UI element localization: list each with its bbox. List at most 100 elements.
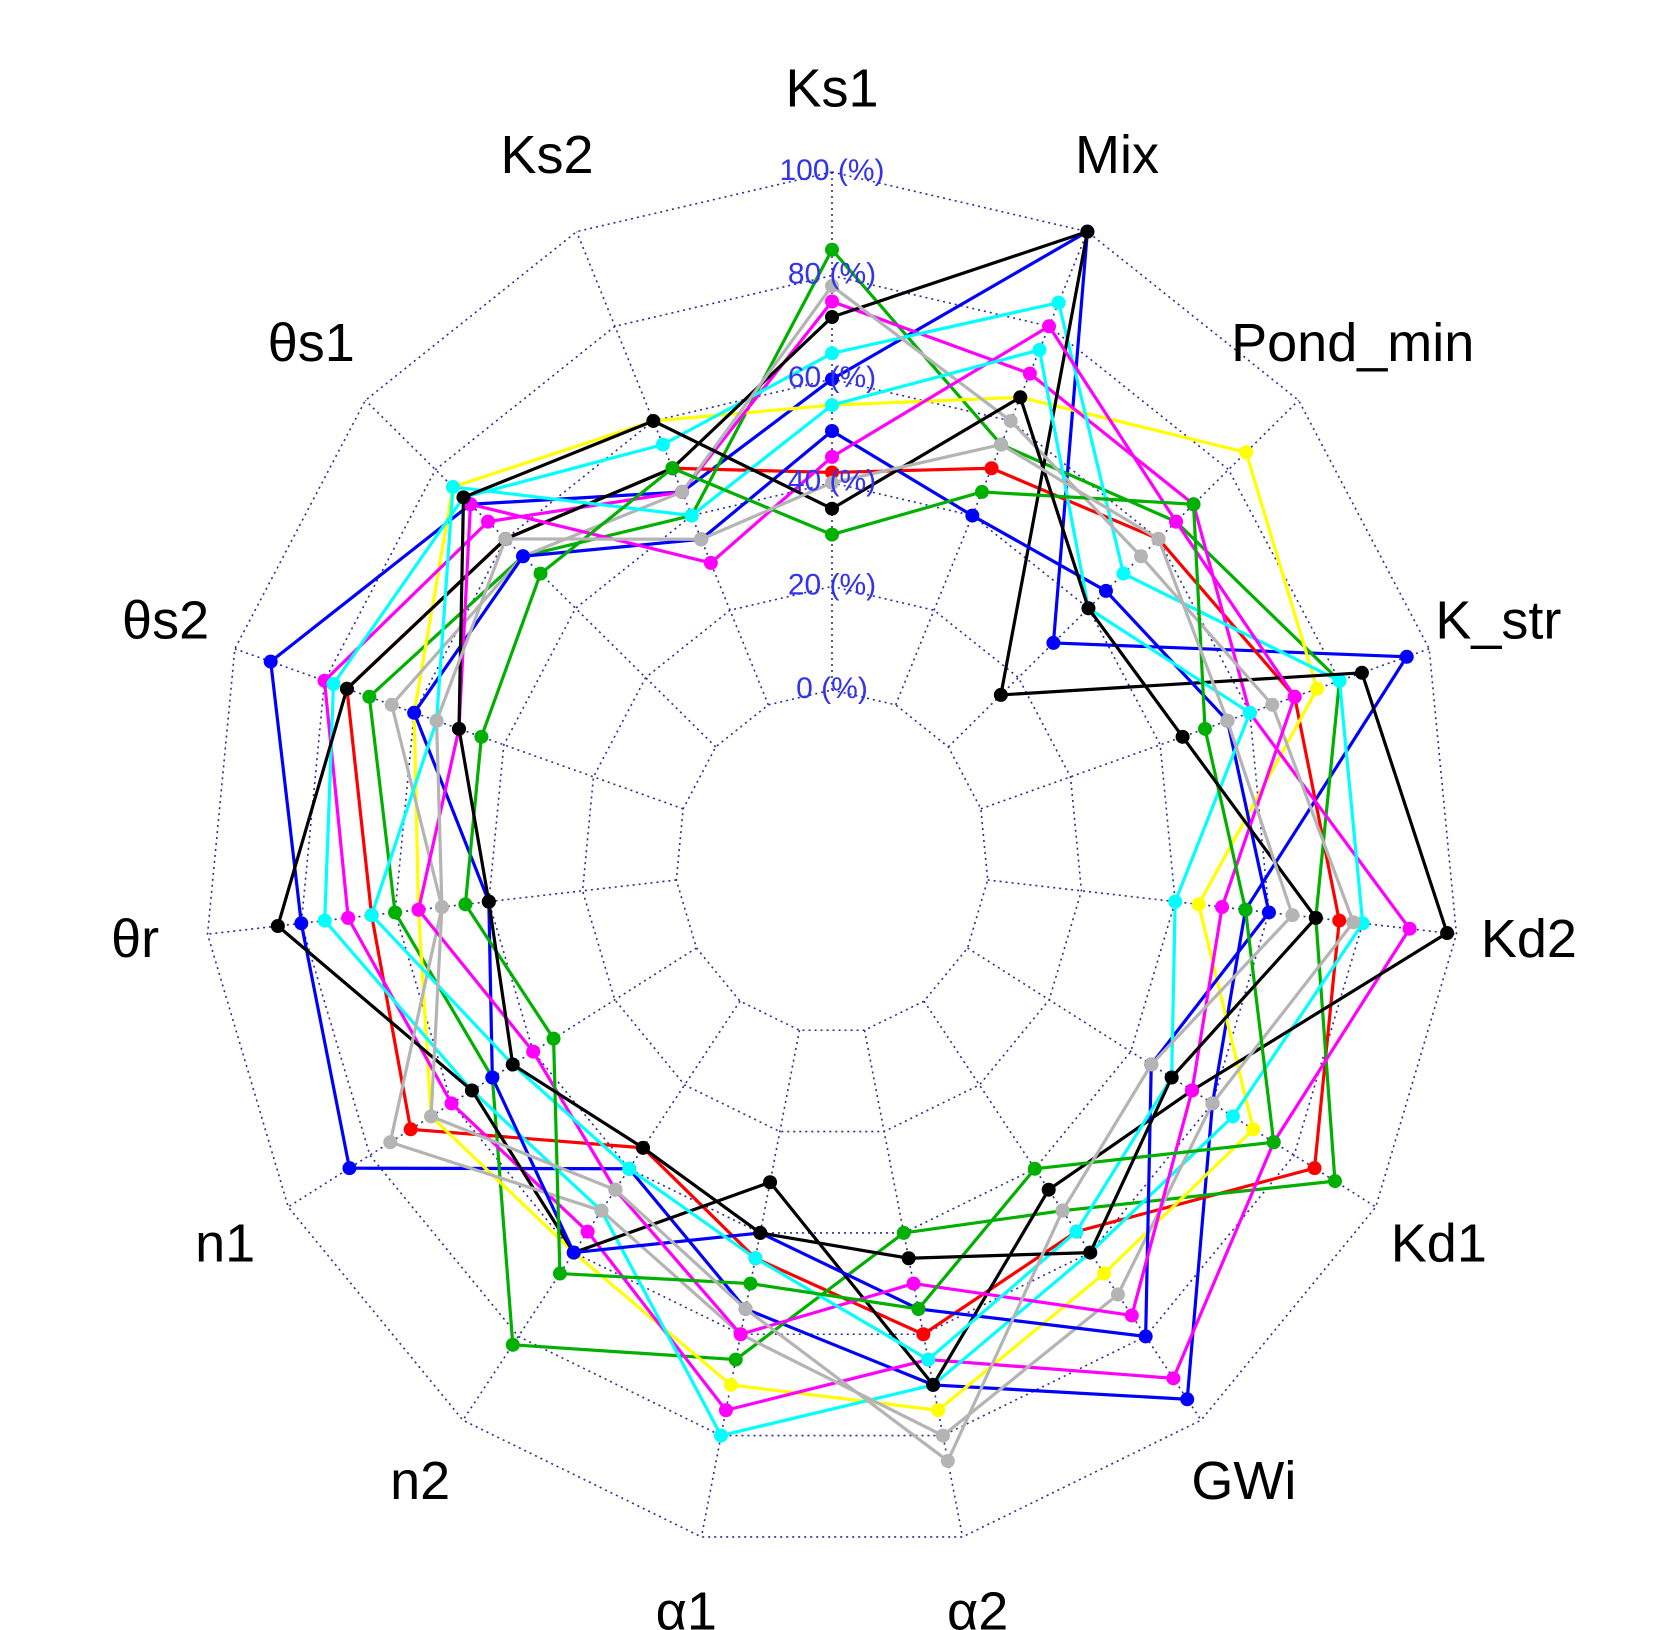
data-point: [270, 919, 285, 934]
axis-label: Mix: [1075, 125, 1159, 185]
grid-ring: [394, 378, 1270, 1336]
data-point: [411, 902, 426, 917]
data-point: [993, 687, 1008, 702]
data-point: [1069, 1224, 1084, 1239]
series-line: [370, 348, 1252, 1362]
data-point: [1346, 915, 1361, 930]
data-point: [1003, 413, 1018, 428]
data-point: [1308, 910, 1323, 925]
data-point: [1080, 224, 1095, 239]
data-point: [429, 713, 444, 728]
data-point: [1027, 1161, 1042, 1176]
data-point: [1215, 900, 1230, 915]
data-point: [763, 1175, 778, 1190]
r-tick-label: 100 (%): [779, 154, 884, 187]
data-point: [753, 1225, 768, 1240]
data-point: [1265, 697, 1280, 712]
data-point: [407, 705, 422, 720]
data-point: [718, 1403, 733, 1418]
data-point: [1116, 566, 1131, 581]
data-point: [451, 721, 466, 736]
axis-label: Kd1: [1391, 1213, 1487, 1273]
data-point: [916, 1327, 931, 1342]
data-point: [342, 1161, 357, 1176]
data-point: [1046, 635, 1061, 650]
axis-label: GWi: [1191, 1451, 1296, 1511]
data-point: [1246, 1122, 1261, 1137]
data-point: [714, 1428, 729, 1443]
data-point: [703, 555, 718, 570]
data-point: [733, 1327, 748, 1342]
axis-label: θr: [111, 909, 159, 969]
series-line: [269, 230, 1409, 1401]
axis-label: α2: [947, 1581, 1008, 1630]
data-point: [1261, 905, 1276, 920]
data-point: [1307, 1161, 1322, 1176]
data-point: [1266, 1135, 1281, 1150]
axis-label: Ks1: [785, 58, 878, 118]
data-point: [825, 346, 839, 361]
data-point: [326, 676, 341, 691]
series: [451, 390, 1323, 1266]
data-point: [1133, 549, 1148, 564]
data-point: [505, 1337, 520, 1352]
data-point: [911, 1301, 926, 1316]
data-point: [263, 654, 278, 669]
data-point: [723, 1377, 738, 1392]
data-point: [906, 1276, 921, 1291]
data-point: [825, 278, 839, 293]
data-point: [403, 1122, 418, 1137]
data-point: [825, 465, 839, 480]
data-point: [825, 398, 839, 413]
data-point: [1225, 1109, 1240, 1124]
data-point: [1042, 319, 1057, 334]
axis-label: θs2: [122, 590, 209, 650]
data-point: [526, 1044, 541, 1059]
data-point: [1242, 705, 1257, 720]
spoke: [894, 231, 1089, 706]
data-point: [974, 484, 989, 499]
data-point: [931, 1403, 946, 1418]
series-line: [412, 395, 1319, 1412]
data-point: [1081, 601, 1096, 616]
data-point: [480, 514, 495, 529]
data-point: [636, 1140, 651, 1155]
data-point: [825, 527, 839, 542]
data-point: [1041, 1182, 1056, 1197]
axis-label: n1: [195, 1213, 255, 1273]
data-point: [364, 908, 379, 923]
data-point: [1051, 295, 1066, 310]
data-point: [1138, 1329, 1153, 1344]
data-point: [825, 310, 839, 325]
data-point: [1083, 1245, 1098, 1260]
data-point: [935, 1428, 950, 1443]
data-point: [1164, 1070, 1179, 1085]
data-point: [464, 1083, 479, 1098]
data-point: [317, 913, 332, 928]
data-point: [1327, 1174, 1342, 1189]
r-tick-label: 40 (%): [788, 465, 876, 498]
data-point: [1185, 1083, 1200, 1098]
data-point: [434, 900, 449, 915]
data-point: [1332, 673, 1347, 688]
r-tick-label: 80 (%): [788, 258, 876, 291]
data-point: [1055, 1203, 1070, 1218]
data-point: [1175, 729, 1190, 744]
data-point: [294, 916, 309, 931]
data-point: [1354, 665, 1369, 680]
data-point: [994, 437, 1009, 452]
data-point: [516, 549, 531, 564]
data-point: [474, 729, 489, 744]
data-point: [481, 894, 496, 909]
data-point: [1239, 445, 1254, 460]
grid-ring: [206, 171, 1458, 1538]
data-point: [1399, 649, 1414, 664]
data-point: [984, 461, 999, 476]
data-point: [1186, 497, 1201, 512]
data-point: [388, 905, 403, 920]
data-point: [1144, 1057, 1159, 1072]
r-tick-label: 20 (%): [788, 568, 876, 601]
data-point: [1168, 894, 1183, 909]
data-point: [921, 1352, 936, 1367]
